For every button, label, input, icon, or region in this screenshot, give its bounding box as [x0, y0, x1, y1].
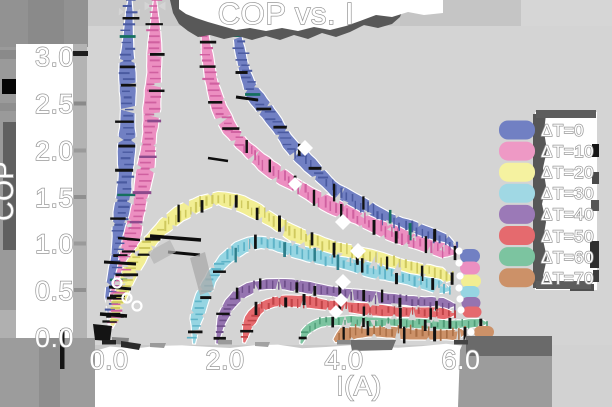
svg-text:1.5: 1.5	[35, 183, 74, 213]
svg-text:0.0: 0.0	[89, 345, 128, 375]
svg-text:ΔT=30: ΔT=30	[541, 184, 594, 203]
svg-text:2.0: 2.0	[35, 136, 74, 166]
svg-text:0.5: 0.5	[35, 276, 74, 306]
svg-text:0.0: 0.0	[35, 323, 74, 353]
svg-text:ΔT=50: ΔT=50	[541, 227, 594, 246]
svg-text:ΔT=40: ΔT=40	[541, 205, 594, 224]
svg-text:ΔT=70: ΔT=70	[541, 269, 594, 288]
svg-text:1.0: 1.0	[35, 229, 74, 259]
svg-text:COP vs. I: COP vs. I	[218, 0, 355, 31]
svg-text:3.0: 3.0	[35, 42, 74, 72]
svg-text:COP: COP	[0, 161, 19, 221]
svg-text:ΔT=0: ΔT=0	[541, 121, 584, 140]
svg-text:ΔT=60: ΔT=60	[541, 248, 594, 267]
svg-text:I(A): I(A)	[336, 371, 382, 401]
svg-text:ΔT=20: ΔT=20	[541, 163, 594, 182]
svg-text:6.0: 6.0	[441, 345, 480, 375]
svg-text:2.5: 2.5	[35, 89, 74, 119]
svg-text:2.0: 2.0	[205, 345, 244, 375]
svg-text:4.0: 4.0	[324, 345, 363, 375]
svg-text:ΔT=10: ΔT=10	[541, 142, 594, 161]
